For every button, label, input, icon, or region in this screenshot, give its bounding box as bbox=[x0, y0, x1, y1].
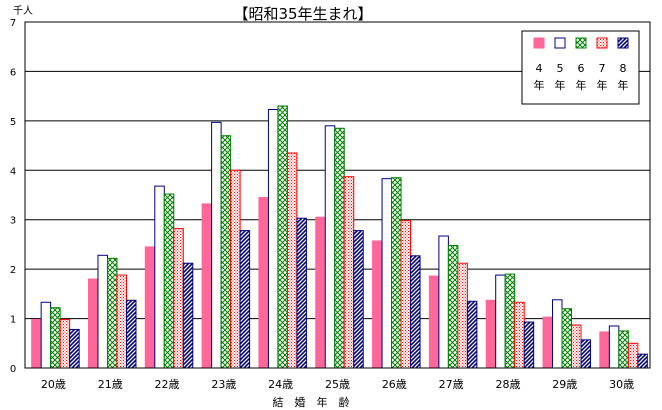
bar-7年-23歳 bbox=[230, 169, 241, 369]
x-tick-label: 24歳 bbox=[268, 378, 293, 391]
x-axis-title: 結 婚 年 齢 bbox=[273, 395, 350, 409]
bar-8年-21歳 bbox=[125, 299, 137, 369]
bar-5年-30歳 bbox=[608, 325, 620, 369]
bar-8年-27歳 bbox=[466, 300, 478, 369]
bar-7年-29歳 bbox=[571, 324, 582, 369]
bar-6年-25歳 bbox=[334, 127, 345, 369]
x-tick-label: 28歳 bbox=[495, 378, 520, 391]
bar-5年-26歳 bbox=[381, 178, 393, 369]
bar-4年-20歳 bbox=[31, 319, 42, 369]
bar-4年-22歳 bbox=[144, 246, 156, 369]
bar-4年-29歳 bbox=[542, 316, 554, 369]
x-tick-label: 22歳 bbox=[155, 378, 180, 391]
bar-6年-23歳 bbox=[220, 135, 232, 369]
bar-7年-21歳 bbox=[116, 274, 127, 369]
x-tick-label: 25歳 bbox=[325, 378, 350, 391]
bar-5年-23歳 bbox=[211, 121, 222, 369]
bar-7年-20歳 bbox=[59, 319, 71, 369]
x-tick-label: 21歳 bbox=[98, 378, 123, 391]
bar-4年-21歳 bbox=[87, 278, 99, 369]
legend-swatch bbox=[533, 37, 545, 49]
bar-4年-27歳 bbox=[428, 275, 440, 369]
y-tick-labels: 0 1 2 3 4 5 6 7 bbox=[10, 18, 16, 375]
bar-5年-29歳 bbox=[552, 299, 563, 369]
bar-6年-28歳 bbox=[504, 273, 516, 369]
bar-8年-30歳 bbox=[637, 353, 648, 369]
bar-6年-30歳 bbox=[618, 330, 629, 369]
y-tick-label: 4 bbox=[10, 166, 16, 177]
y-axis-unit-label: 千人 bbox=[13, 5, 33, 17]
chart-title: 【昭和35年生まれ】 bbox=[233, 5, 372, 23]
bar-5年-20歳 bbox=[40, 301, 52, 369]
bar-5年-24歳 bbox=[267, 108, 279, 369]
bar-4年-23歳 bbox=[201, 203, 213, 369]
legend-swatch bbox=[596, 37, 608, 49]
bar-7年-22歳 bbox=[173, 228, 184, 369]
bar-6年-29歳 bbox=[561, 308, 573, 369]
x-tick-label: 23歳 bbox=[211, 378, 236, 391]
bar-6年-27歳 bbox=[447, 244, 459, 369]
bar-5年-28歳 bbox=[495, 274, 506, 369]
bar-7年-25歳 bbox=[343, 176, 355, 369]
x-tick-label: 29歳 bbox=[552, 378, 577, 391]
y-tick-label: 6 bbox=[10, 67, 16, 78]
bar-7年-26歳 bbox=[400, 220, 412, 369]
y-tick-label: 7 bbox=[10, 18, 16, 29]
y-tick-label: 5 bbox=[10, 117, 16, 128]
y-tick-label: 2 bbox=[10, 265, 16, 276]
bar-4年-30歳 bbox=[599, 331, 610, 369]
legend-swatch bbox=[617, 37, 629, 49]
bar-5年-22歳 bbox=[154, 185, 165, 369]
bar-5年-25歳 bbox=[324, 125, 336, 369]
bar-7年-24歳 bbox=[286, 152, 298, 369]
bar-5年-27歳 bbox=[438, 235, 449, 369]
bar-4年-25歳 bbox=[315, 216, 326, 369]
legend-swatch bbox=[575, 37, 587, 49]
bar-4年-24歳 bbox=[258, 196, 269, 369]
bar-8年-25歳 bbox=[353, 230, 364, 369]
x-tick-label: 26歳 bbox=[382, 378, 407, 391]
bar-8年-26歳 bbox=[410, 255, 421, 369]
y-tick-label: 0 bbox=[10, 364, 16, 375]
bar-8年-28歳 bbox=[523, 321, 535, 369]
bar-7年-30歳 bbox=[627, 342, 639, 369]
y-tick-label: 1 bbox=[10, 315, 16, 326]
bar-8年-20歳 bbox=[69, 328, 80, 369]
bar-6年-24歳 bbox=[277, 105, 288, 369]
bar-8年-24歳 bbox=[296, 217, 307, 369]
legend-swatch bbox=[554, 37, 566, 49]
bar-6年-22歳 bbox=[163, 193, 175, 369]
bar-8年-22歳 bbox=[182, 262, 194, 369]
bar-6年-20歳 bbox=[50, 307, 61, 369]
x-tick-label: 27歳 bbox=[439, 378, 464, 391]
bar-6年-21歳 bbox=[106, 257, 118, 369]
bars bbox=[31, 105, 648, 369]
x-tick-label: 20歳 bbox=[41, 378, 66, 391]
bar-7年-28歳 bbox=[514, 301, 525, 369]
axes bbox=[24, 21, 651, 369]
x-tick-label: 30歳 bbox=[609, 378, 634, 391]
plot-area-border bbox=[24, 21, 651, 369]
bar-8年-23歳 bbox=[239, 230, 251, 369]
legend: 4 年 5 年 6 年 7 年 8 年 bbox=[521, 30, 640, 105]
y-tick-label: 3 bbox=[10, 216, 16, 227]
bar-7年-27歳 bbox=[457, 262, 468, 369]
bar-4年-28歳 bbox=[485, 299, 497, 369]
bar-4年-26歳 bbox=[372, 240, 383, 369]
bar-5年-21歳 bbox=[97, 254, 108, 369]
x-tick-labels: 20歳 21歳 22歳 23歳 24歳 25歳 26歳 27歳 28歳 29歳 30歳 bbox=[41, 378, 634, 391]
bar-8年-29歳 bbox=[580, 339, 592, 369]
bar-6年-26歳 bbox=[391, 177, 402, 369]
